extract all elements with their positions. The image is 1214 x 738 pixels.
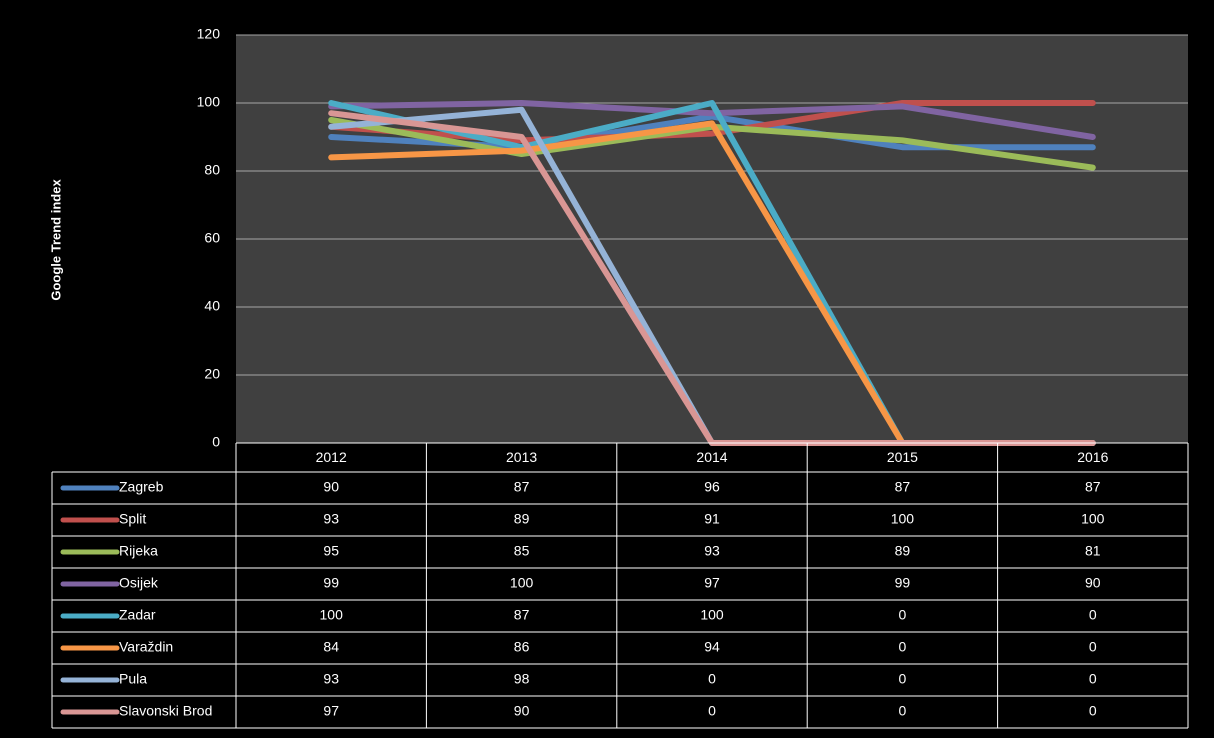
data-label: 99 [323, 575, 339, 591]
series-line [328, 100, 1096, 144]
legend-label: Zagreb [119, 479, 164, 495]
data-label: 95 [323, 543, 339, 559]
data-label: 97 [323, 703, 339, 719]
data-label: 0 [1089, 671, 1097, 687]
data-label: 0 [1089, 607, 1097, 623]
x-tick-label: 2016 [1077, 449, 1108, 465]
data-label: 89 [514, 511, 530, 527]
y-tick-label: 80 [204, 162, 220, 178]
data-label: 86 [514, 639, 530, 655]
data-label: 100 [1081, 511, 1105, 527]
data-label: 90 [323, 479, 339, 495]
data-label: 0 [1089, 639, 1097, 655]
data-label: 100 [700, 607, 724, 623]
x-tick-label: 2012 [316, 449, 347, 465]
data-label: 90 [1085, 575, 1101, 591]
data-label: 93 [323, 671, 339, 687]
data-label: 85 [514, 543, 530, 559]
data-label: 87 [514, 479, 530, 495]
legend-label: Slavonski Brod [119, 703, 212, 719]
data-label: 84 [323, 639, 339, 655]
data-label: 91 [704, 511, 720, 527]
y-tick-label: 60 [204, 230, 220, 246]
data-label: 97 [704, 575, 720, 591]
y-tick-label: 100 [197, 94, 221, 110]
legend-label: Rijeka [119, 543, 158, 559]
data-label: 100 [891, 511, 915, 527]
data-label: 96 [704, 479, 720, 495]
data-label: 87 [1085, 479, 1101, 495]
legend-label: Split [119, 511, 146, 527]
data-label: 98 [514, 671, 530, 687]
y-tick-label: 120 [197, 26, 221, 42]
data-label: 87 [514, 607, 530, 623]
data-label: 0 [708, 671, 716, 687]
y-tick-label: 20 [204, 366, 220, 382]
data-label: 93 [323, 511, 339, 527]
x-tick-label: 2015 [887, 449, 918, 465]
data-label: 93 [704, 543, 720, 559]
data-label: 0 [899, 607, 907, 623]
y-axis-label: Google Trend index [48, 179, 63, 301]
data-label: 81 [1085, 543, 1101, 559]
data-label: 90 [514, 703, 530, 719]
y-tick-label: 40 [204, 298, 220, 314]
data-label: 0 [899, 703, 907, 719]
legend-label: Osijek [119, 575, 159, 591]
data-label: 0 [899, 639, 907, 655]
data-label: 100 [320, 607, 344, 623]
x-tick-label: 2013 [506, 449, 537, 465]
data-label: 89 [895, 543, 911, 559]
data-label: 0 [1089, 703, 1097, 719]
x-tick-label: 2014 [696, 449, 727, 465]
data-label: 94 [704, 639, 720, 655]
legend-label: Pula [119, 671, 147, 687]
data-label: 99 [895, 575, 911, 591]
data-label: 0 [899, 671, 907, 687]
legend-label: Varaždin [119, 639, 173, 655]
series-line [328, 100, 1096, 140]
data-label: 100 [510, 575, 534, 591]
data-label: 0 [708, 703, 716, 719]
data-label: 87 [895, 479, 911, 495]
legend-label: Zadar [119, 607, 156, 623]
y-tick-label: 0 [212, 434, 220, 450]
